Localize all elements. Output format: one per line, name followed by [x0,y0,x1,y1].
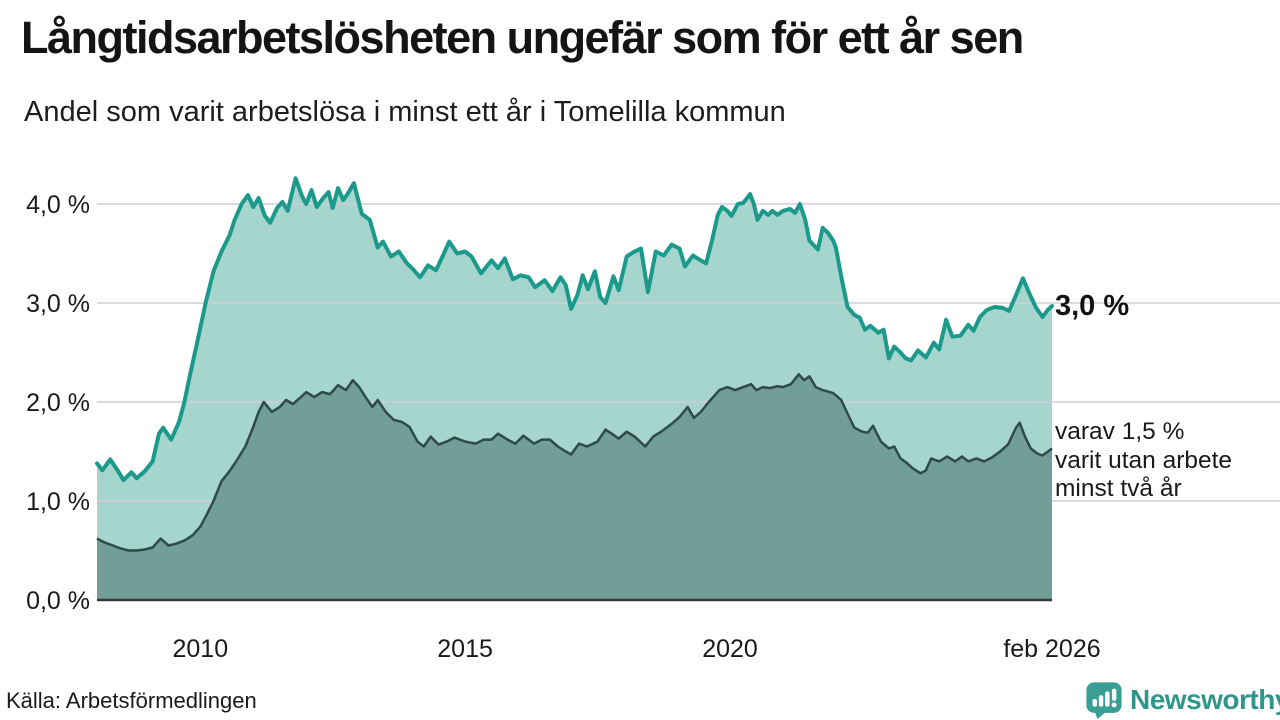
y-tick-label: 2,0 % [26,389,90,417]
series-end-label-total: 3,0 % [1055,290,1130,322]
area-two-year [97,374,1052,600]
brand-name: Newsworthy [1130,684,1280,715]
chart-subtitle: Andel som varit arbetslösa i minst ett å… [24,96,786,128]
annotation-line: varav 1,5 % [1055,418,1185,445]
source-note: Källa: Arbetsförmedlingen [6,688,257,713]
y-tick-label: 0,0 % [26,587,90,615]
y-tick-label: 1,0 % [26,488,90,516]
annotation-line: varit utan arbete [1055,446,1233,474]
newsworthy-logo: Newsworthy [1085,681,1280,719]
y-tick-label: 4,0 % [26,191,90,219]
line-one-year [95,176,1054,483]
line-two-year [96,373,1053,552]
series-end-label-two-year: varav 1,5 % varit utan arbete minst två … [1055,418,1232,504]
annotation-line: minst två år [1055,475,1182,502]
x-tick-label: 2015 [437,635,493,663]
bar-chart-speech-bubble-icon [1086,682,1122,719]
x-tick-label: 2020 [702,635,758,663]
y-tick-label: 3,0 % [26,290,90,318]
x-tick-label: 2010 [172,635,228,663]
x-tick-label: feb 2026 [1003,635,1100,663]
page-title: Långtidsarbetslösheten ungefär som för e… [21,12,1024,63]
